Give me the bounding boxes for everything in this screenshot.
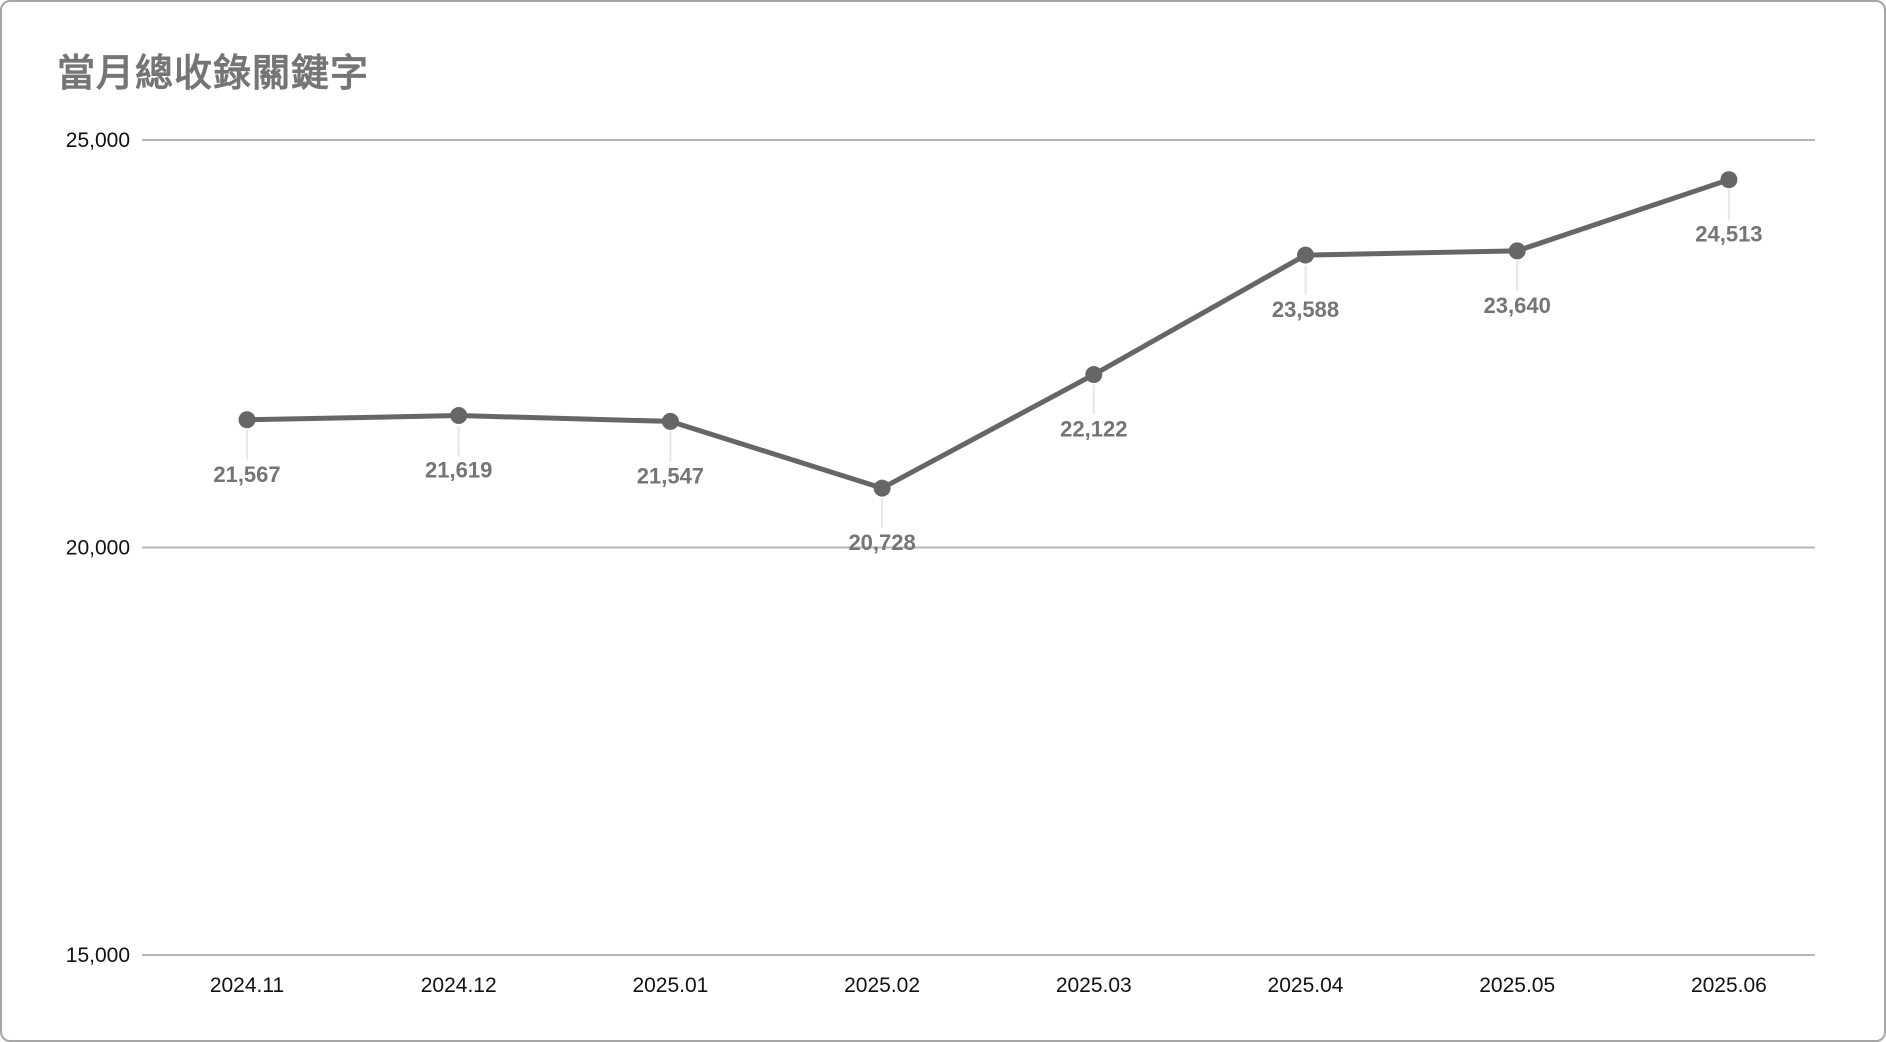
series-line — [244, 177, 1732, 491]
data-point[interactable] — [873, 479, 891, 497]
x-axis-tick-label: 2025.01 — [632, 974, 708, 997]
y-axis-tick-label: 25,000 — [66, 129, 130, 152]
data-point[interactable] — [1085, 366, 1103, 384]
data-point[interactable] — [1297, 246, 1314, 264]
x-axis-tick-label: 2025.06 — [1691, 974, 1767, 997]
x-axis-tick-label: 2024.12 — [421, 974, 497, 997]
x-axis-tick-label: 2024.11 — [210, 974, 284, 997]
data-point-label: 23,588 — [1272, 297, 1339, 322]
y-axis-tick-label: 20,000 — [66, 537, 130, 560]
data-point-label: 21,567 — [213, 462, 280, 487]
data-point-label: 21,547 — [637, 463, 704, 488]
x-axis-tick-label: 2025.05 — [1479, 974, 1555, 997]
data-point-label: 22,122 — [1060, 417, 1127, 442]
x-axis-tick-label: 2025.02 — [844, 974, 920, 997]
data-point[interactable] — [450, 407, 468, 425]
data-point[interactable] — [238, 411, 256, 429]
data-point-label: 24,513 — [1695, 222, 1762, 247]
data-point[interactable] — [1720, 171, 1738, 189]
x-axis-tick-label: 2025.04 — [1268, 974, 1344, 997]
chart-title: 當月總收錄關鍵字 — [57, 53, 370, 95]
data-point-label: 21,619 — [425, 458, 492, 483]
data-point-label: 20,728 — [848, 530, 915, 555]
x-axis-tick-label: 2025.03 — [1056, 974, 1132, 997]
data-point[interactable] — [1508, 242, 1526, 260]
data-point-label: 23,640 — [1484, 293, 1551, 318]
data-point[interactable] — [661, 412, 679, 430]
y-axis-tick-label: 15,000 — [66, 944, 130, 967]
